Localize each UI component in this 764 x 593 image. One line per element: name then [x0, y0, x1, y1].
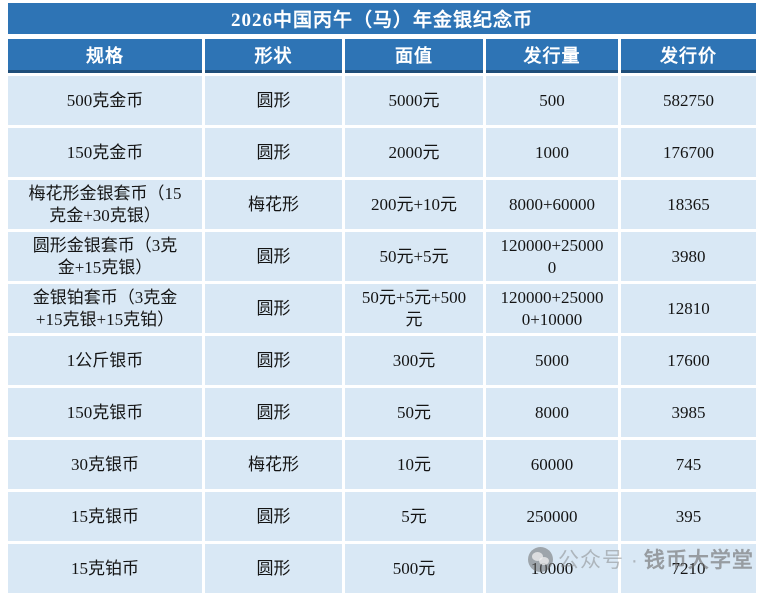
column-header-spec: 规格 [8, 39, 202, 73]
cell-spec: 金银铂套币（3克金 +15克银+15克铂） [8, 284, 202, 333]
cell-mintage: 120000+25000 0+10000 [486, 284, 618, 333]
cell-face-value: 50元+5元+500 元 [345, 284, 483, 333]
cell-mintage: 60000 [486, 440, 618, 489]
cell-face-value: 2000元 [345, 128, 483, 177]
cell-mintage: 5000 [486, 336, 618, 385]
cell-face-value: 500元 [345, 544, 483, 593]
cell-mintage: 1000 [486, 128, 618, 177]
table-title: 2026中国丙午（马）年金银纪念币 [8, 3, 756, 34]
cell-face-value: 200元+10元 [345, 180, 483, 229]
cell-shape: 圆形 [205, 128, 342, 177]
cell-issue-price: 582750 [621, 76, 756, 125]
cell-face-value: 5000元 [345, 76, 483, 125]
cell-issue-price: 3980 [621, 232, 756, 281]
column-header-shape: 形状 [205, 39, 342, 73]
cell-spec: 150克金币 [8, 128, 202, 177]
cell-spec: 1公斤银币 [8, 336, 202, 385]
cell-face-value: 300元 [345, 336, 483, 385]
cell-spec: 梅花形金银套币（15 克金+30克银） [8, 180, 202, 229]
cell-face-value: 10元 [345, 440, 483, 489]
cell-mintage: 120000+25000 0 [486, 232, 618, 281]
cell-shape: 圆形 [205, 388, 342, 437]
cell-shape: 圆形 [205, 76, 342, 125]
cell-shape: 圆形 [205, 544, 342, 593]
cell-face-value: 5元 [345, 492, 483, 541]
cell-issue-price: 176700 [621, 128, 756, 177]
cell-face-value: 50元 [345, 388, 483, 437]
cell-spec: 150克银币 [8, 388, 202, 437]
cell-spec: 15克铂币 [8, 544, 202, 593]
cell-shape: 圆形 [205, 492, 342, 541]
cell-issue-price: 745 [621, 440, 756, 489]
column-header-mintage: 发行量 [486, 39, 618, 73]
cell-mintage: 500 [486, 76, 618, 125]
cell-issue-price: 395 [621, 492, 756, 541]
column-header-issue-price: 发行价 [621, 39, 756, 73]
cell-issue-price: 17600 [621, 336, 756, 385]
cell-shape: 圆形 [205, 284, 342, 333]
cell-shape: 梅花形 [205, 180, 342, 229]
cell-issue-price: 3985 [621, 388, 756, 437]
cell-shape: 圆形 [205, 336, 342, 385]
cell-issue-price: 18365 [621, 180, 756, 229]
cell-mintage: 10000 [486, 544, 618, 593]
cell-issue-price: 7210 [621, 544, 756, 593]
cell-shape: 圆形 [205, 232, 342, 281]
cell-mintage: 8000+60000 [486, 180, 618, 229]
cell-mintage: 8000 [486, 388, 618, 437]
cell-spec: 500克金币 [8, 76, 202, 125]
coin-table: 规格 形状 面值 发行量 发行价 500克金币 圆形 5000元 500 582… [8, 39, 756, 593]
cell-spec: 15克银币 [8, 492, 202, 541]
cell-issue-price: 12810 [621, 284, 756, 333]
column-header-face-value: 面值 [345, 39, 483, 73]
cell-spec: 30克银币 [8, 440, 202, 489]
cell-mintage: 250000 [486, 492, 618, 541]
cell-face-value: 50元+5元 [345, 232, 483, 281]
cell-spec: 圆形金银套币（3克 金+15克银） [8, 232, 202, 281]
cell-shape: 梅花形 [205, 440, 342, 489]
